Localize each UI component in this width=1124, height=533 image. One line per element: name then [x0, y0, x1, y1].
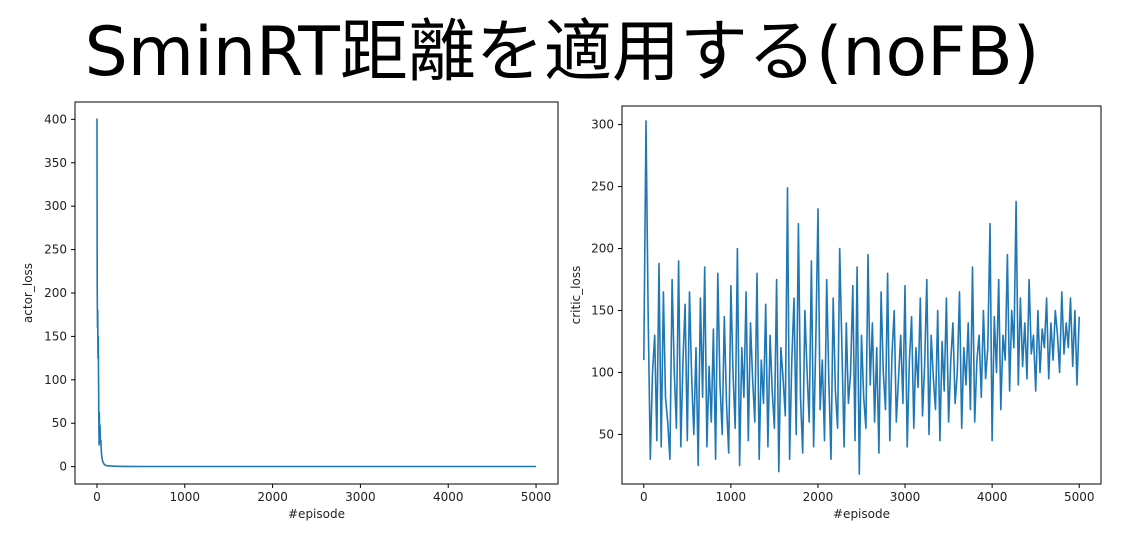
actor-y-tick-label: 0 [59, 460, 67, 474]
actor-y-tick-label: 200 [44, 286, 67, 300]
critic-plot-frame [621, 105, 1102, 485]
actor-x-tick-label: 0 [93, 490, 101, 504]
actor-x-tick-label: 5000 [521, 490, 552, 504]
critic-y-axis-label: critic_loss [569, 266, 583, 325]
actor-y-tick-label: 100 [44, 373, 67, 387]
critic-loss-chart: 0 1000 2000 3000 4000 5000 50 100 150 200 250 300 #e… [569, 105, 1102, 521]
actor-x-tick-label: 3000 [345, 490, 376, 504]
critic-series-line-0 [643, 120, 1080, 475]
critic-y-tick-label: 250 [591, 180, 614, 194]
critic-y-tick-label: 150 [591, 303, 614, 317]
actor-y-tick-label: 150 [44, 329, 67, 343]
actor-y-tick-label: 300 [44, 199, 67, 213]
actor-loss-chart: 0 1000 2000 3000 4000 5000 0 50 100 150 200 250 300 3… [21, 101, 559, 521]
actor-y-tick-label: 250 [44, 243, 67, 257]
critic-y-tick-label: 200 [591, 242, 614, 256]
actor-x-tick-label: 4000 [433, 490, 464, 504]
critic-y-tick-label: 50 [599, 427, 614, 441]
actor-y-tick-label: 400 [44, 112, 67, 126]
actor-y-tick-label: 350 [44, 156, 67, 170]
actor-x-tick-label: 2000 [257, 490, 288, 504]
actor-series-line-0 [96, 118, 536, 468]
actor-y-axis-label: actor_loss [21, 263, 35, 323]
critic-y-tick-label: 100 [591, 365, 614, 379]
critic-x-tick-label: 1000 [716, 490, 747, 504]
actor-plot-frame [74, 101, 559, 485]
actor-x-tick-label: 1000 [169, 490, 200, 504]
slide-title: SminRT距離を適用する(noFB) [84, 13, 1040, 92]
critic-x-tick-label: 0 [640, 490, 648, 504]
critic-x-tick-label: 5000 [1064, 490, 1095, 504]
critic-y-tick-label: 300 [591, 118, 614, 132]
actor-y-tick-label: 50 [52, 416, 67, 430]
critic-x-axis-label: #episode [833, 507, 890, 521]
critic-x-tick-label: 4000 [977, 490, 1008, 504]
critic-x-tick-label: 3000 [890, 490, 921, 504]
actor-x-axis-label: #episode [288, 507, 345, 521]
critic-x-tick-label: 2000 [803, 490, 834, 504]
